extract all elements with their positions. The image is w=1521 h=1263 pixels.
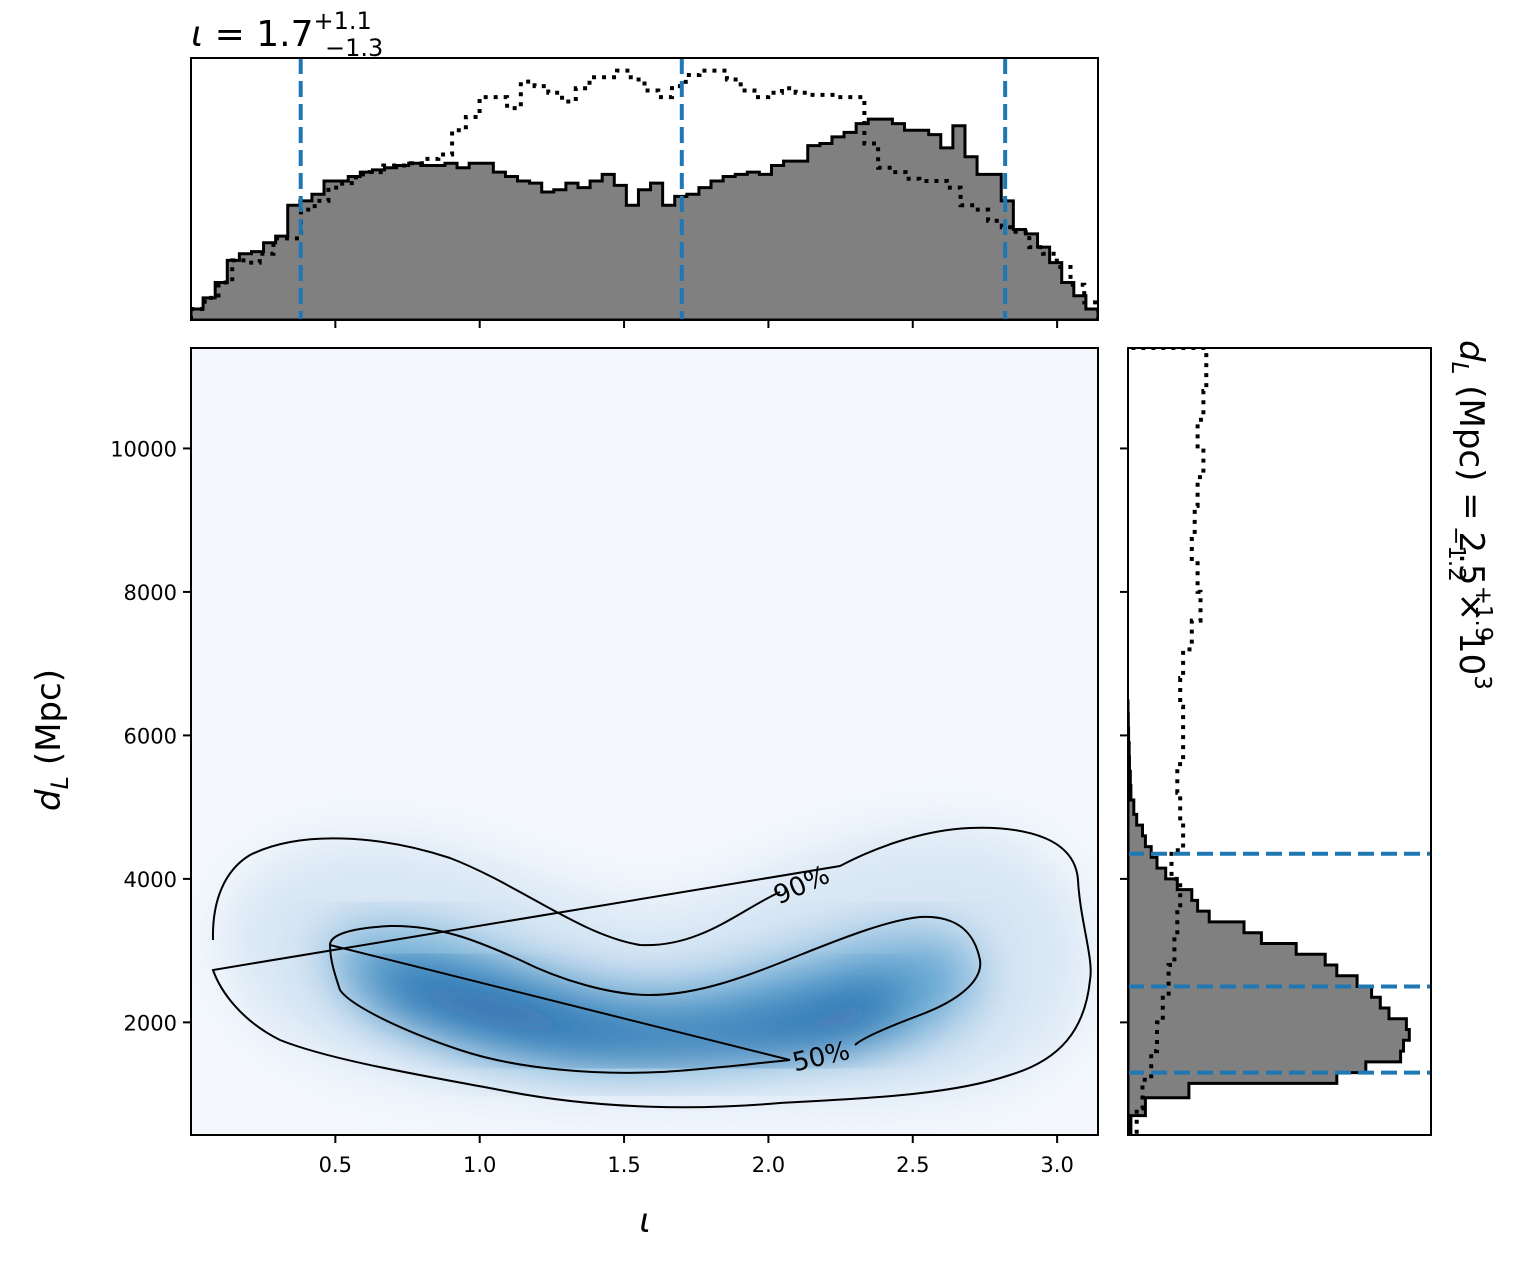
main-panel-frame xyxy=(190,347,1099,1136)
iota-symbol: ι xyxy=(191,14,203,55)
top-marginal-panel: ι = 1.7+1.1 −1.3 xyxy=(190,7,1099,328)
x-tick-label-2: 1.5 xyxy=(607,1153,640,1177)
right-hist-dotted xyxy=(1128,348,1209,1135)
x-axis-label: ι xyxy=(639,1201,651,1241)
right-panel-frame xyxy=(1127,347,1432,1136)
top-quantile-lines xyxy=(298,58,1008,320)
y-label-d: d xyxy=(29,789,69,811)
right-panel-title: dL (Mpc) = 2.5+1.9−1.2 × 103 xyxy=(1443,340,1496,690)
density-core xyxy=(369,970,902,1052)
y-label-sub: L xyxy=(46,776,74,789)
right-title-d: d xyxy=(1451,340,1491,362)
title-plus: +1.1 xyxy=(314,7,372,35)
top-hist-filled-path xyxy=(191,117,1098,320)
y-tick-label-3: 8000 xyxy=(124,581,177,605)
right-marginal-panel: dL (Mpc) = 2.5+1.9−1.2 × 103 xyxy=(1120,340,1496,1136)
top-panel-title: ι = 1.7+1.1 −1.3 xyxy=(191,7,383,62)
x-tick-label-5: 3.0 xyxy=(1040,1153,1073,1177)
y-tick-label-2: 6000 xyxy=(124,724,177,748)
title-equals: = xyxy=(203,14,256,55)
top-hist-dotted xyxy=(191,68,1098,320)
title-minus: −1.3 xyxy=(325,34,383,62)
right-title-exp: 3 xyxy=(1469,675,1495,690)
y-label-rest: (Mpc) xyxy=(29,669,69,776)
y-axis-label: dL (Mpc) xyxy=(29,669,74,811)
right-hist-filled xyxy=(1128,699,1411,1135)
right-title-minus: −1.2 xyxy=(1443,526,1469,582)
x-tick-label-3: 2.0 xyxy=(752,1153,785,1177)
top-x-ticks xyxy=(334,320,1059,328)
right-title-tail: × 10 xyxy=(1451,582,1491,675)
right-title-sub: L xyxy=(1446,362,1472,375)
right-quantile-lines xyxy=(1128,851,1431,1075)
main-y-ticks: 2000 4000 6000 8000 10000 xyxy=(110,437,191,1035)
y-tick-label-0: 2000 xyxy=(124,1011,177,1035)
contour-50 xyxy=(328,915,982,1074)
main-x-ticks: 0.5 1.0 1.5 2.0 2.5 3.0 xyxy=(319,1135,1074,1177)
x-tick-label-1: 1.0 xyxy=(463,1153,496,1177)
y-tick-label-1: 4000 xyxy=(124,868,177,892)
right-y-ticks xyxy=(1120,447,1128,1024)
y-tick-label-4: 10000 xyxy=(110,437,177,461)
right-hist-dotted-path xyxy=(1128,348,1209,1135)
contour-lines xyxy=(211,826,1092,1109)
top-panel-frame xyxy=(190,57,1099,321)
right-title-rest: (Mpc) = xyxy=(1451,374,1491,531)
main-panel: 90% 50% 0.5 1.0 1.5 2.0 2.5 3.0 2000400060008… xyxy=(29,347,1099,1241)
title-median: 1.7 xyxy=(256,14,313,55)
x-tick-label-4: 2.5 xyxy=(896,1153,929,1177)
right-title-median: 2.5 xyxy=(1451,531,1491,585)
top-hist-filled xyxy=(191,117,1098,320)
x-tick-label-0: 0.5 xyxy=(319,1153,352,1177)
right-hist-filled-path xyxy=(1128,699,1411,1135)
right-title-plus: +1.9 xyxy=(1470,586,1496,642)
top-hist-dotted-path xyxy=(191,68,1098,320)
contour-90 xyxy=(211,826,1092,1109)
